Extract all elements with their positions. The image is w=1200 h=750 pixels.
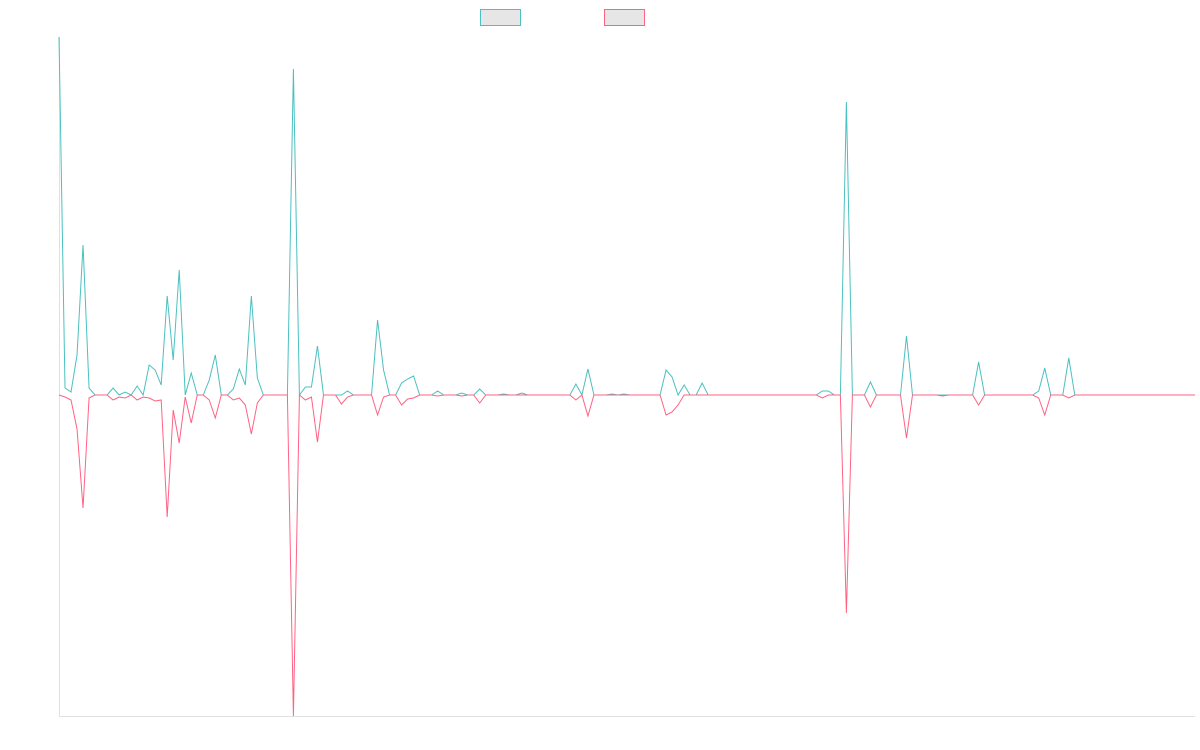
legend-swatch [604, 9, 645, 26]
legend-swatch [480, 9, 521, 26]
line-series [58, 393, 1195, 717]
line-series [58, 36, 1195, 397]
